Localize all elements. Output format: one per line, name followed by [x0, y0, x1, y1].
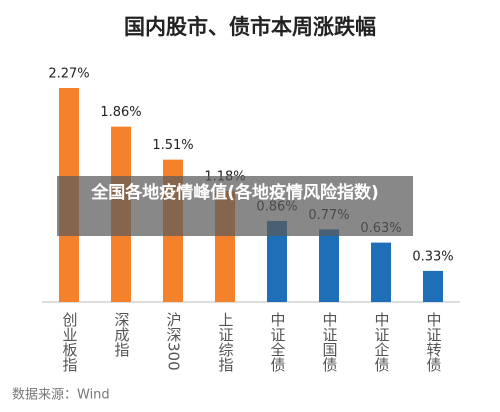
x-tick-label: 深成指 — [113, 312, 131, 358]
value-label: 1.86% — [100, 105, 141, 120]
x-tick-label: 上证综指 — [217, 312, 235, 373]
value-label: 2.27% — [48, 67, 89, 82]
bar — [267, 220, 287, 302]
value-label: 1.51% — [152, 138, 193, 153]
x-tick-label: 中证全债 — [269, 312, 287, 372]
source: 数据来源：Wind — [12, 388, 110, 403]
bar — [423, 270, 443, 302]
x-tick-label: 创业板指 — [61, 312, 79, 373]
x-tick-label: 沪深300 — [165, 312, 183, 371]
chart-title: 国内股市、债市本周涨跌幅 — [124, 15, 376, 39]
bar — [371, 242, 391, 302]
x-tick-label: 中证转债 — [425, 312, 443, 372]
value-label: 0.33% — [412, 249, 453, 264]
x-tick-label: 中证企债 — [373, 312, 391, 372]
overlay-caption: 全国各地疫情峰值(各地疫情风险指数) — [57, 176, 413, 236]
x-tick-label: 中证国债 — [321, 312, 339, 372]
bar — [319, 229, 339, 302]
